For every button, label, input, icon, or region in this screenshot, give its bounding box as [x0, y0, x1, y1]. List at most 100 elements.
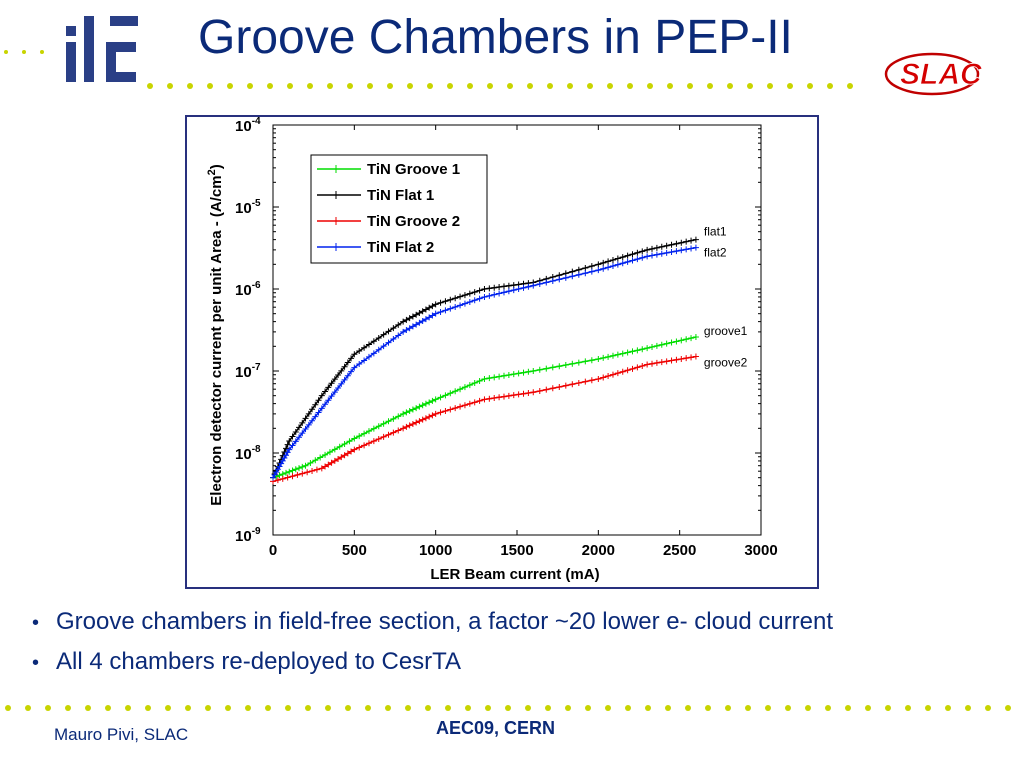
x-tick-label: 2000	[582, 542, 615, 559]
data-point	[605, 258, 612, 265]
data-point	[322, 451, 329, 458]
data-point	[476, 397, 483, 404]
data-point	[530, 368, 537, 374]
data-point	[447, 390, 454, 397]
data-point	[341, 363, 348, 370]
data-point	[390, 429, 397, 436]
data-point	[634, 364, 641, 371]
data-point	[400, 410, 407, 417]
legend-marker	[332, 165, 340, 173]
data-point	[335, 455, 342, 462]
data-point	[432, 301, 439, 308]
data-point	[322, 401, 329, 408]
data-point	[317, 454, 324, 461]
data-point	[639, 248, 646, 255]
data-point	[481, 375, 488, 382]
y-tick-label: 10-9	[235, 526, 261, 545]
data-point	[466, 382, 473, 389]
data-point	[644, 345, 651, 352]
legend-label: TiN Flat 2	[367, 239, 434, 256]
data-point	[351, 446, 358, 453]
data-point	[365, 440, 372, 447]
data-point	[624, 367, 631, 374]
data-point	[476, 295, 483, 302]
data-point	[385, 418, 392, 425]
data-point	[409, 406, 416, 413]
data-point	[595, 356, 602, 363]
data-point	[302, 425, 309, 432]
data-point	[491, 395, 498, 402]
data-point	[292, 466, 299, 473]
data-point	[403, 423, 410, 430]
data-point	[619, 260, 626, 267]
data-point	[395, 321, 402, 328]
data-point	[309, 467, 316, 474]
data-point	[400, 328, 407, 335]
series-line-tin-flat-2	[272, 246, 697, 479]
data-point	[390, 325, 397, 332]
legend-box	[310, 154, 488, 264]
data-point	[315, 409, 322, 416]
data-point	[644, 361, 651, 368]
data-point	[416, 319, 423, 326]
data-point	[491, 291, 498, 298]
data-point	[505, 288, 512, 295]
data-point	[328, 393, 335, 400]
footer-author: Mauro Pivi, SLAC	[54, 725, 189, 744]
bullet-list: • Groove chambers in field-free section, …	[32, 608, 833, 688]
data-point	[582, 270, 589, 277]
data-point	[510, 287, 517, 294]
data-point	[326, 449, 333, 456]
x-tick-label: 2500	[663, 542, 696, 559]
data-point	[609, 262, 616, 269]
data-point	[380, 343, 387, 350]
data-point	[328, 380, 335, 387]
data-point	[543, 386, 550, 393]
data-point	[582, 264, 589, 271]
data-point	[328, 459, 335, 466]
svg-text:SLAC: SLAC	[900, 58, 983, 91]
data-point	[500, 289, 507, 296]
series-end-label: groove1	[704, 324, 748, 338]
data-point	[510, 371, 517, 378]
data-point	[305, 410, 312, 417]
data-point	[302, 415, 309, 422]
data-point	[413, 419, 420, 426]
data-point	[678, 239, 685, 246]
data-point	[536, 281, 543, 288]
data-point	[375, 334, 382, 341]
log-current-chart: 0 500 1000 1500 2000 2500 3000 10-9 10-8 10-7 10-6…	[206, 117, 778, 583]
data-point	[486, 292, 493, 299]
data-point	[466, 290, 473, 297]
legend-marker	[332, 191, 340, 199]
data-point	[283, 445, 290, 452]
data-point	[299, 470, 306, 477]
data-point	[663, 340, 670, 347]
data-point	[543, 365, 550, 372]
data-point	[629, 257, 636, 264]
data-point	[496, 290, 503, 297]
data-point	[536, 366, 543, 373]
data-point	[515, 391, 522, 398]
data-point	[536, 387, 543, 394]
data-point	[452, 303, 459, 310]
data-point	[619, 350, 626, 357]
data-point	[395, 332, 402, 339]
data-point	[380, 331, 387, 338]
data-point	[318, 392, 325, 399]
data-point	[634, 347, 641, 354]
data-point	[673, 338, 680, 345]
slide-title: Groove Chambers in PEP-II	[198, 11, 793, 64]
data-point	[437, 409, 444, 416]
data-point	[447, 296, 454, 303]
data-point	[426, 399, 433, 406]
data-point	[629, 365, 636, 372]
data-point	[457, 293, 464, 300]
x-tick-label: 500	[342, 542, 367, 559]
ilc-logo	[66, 16, 138, 82]
data-point	[400, 425, 407, 432]
data-point	[668, 339, 675, 346]
data-point	[556, 363, 563, 370]
data-point	[292, 428, 299, 435]
data-point	[461, 292, 468, 299]
